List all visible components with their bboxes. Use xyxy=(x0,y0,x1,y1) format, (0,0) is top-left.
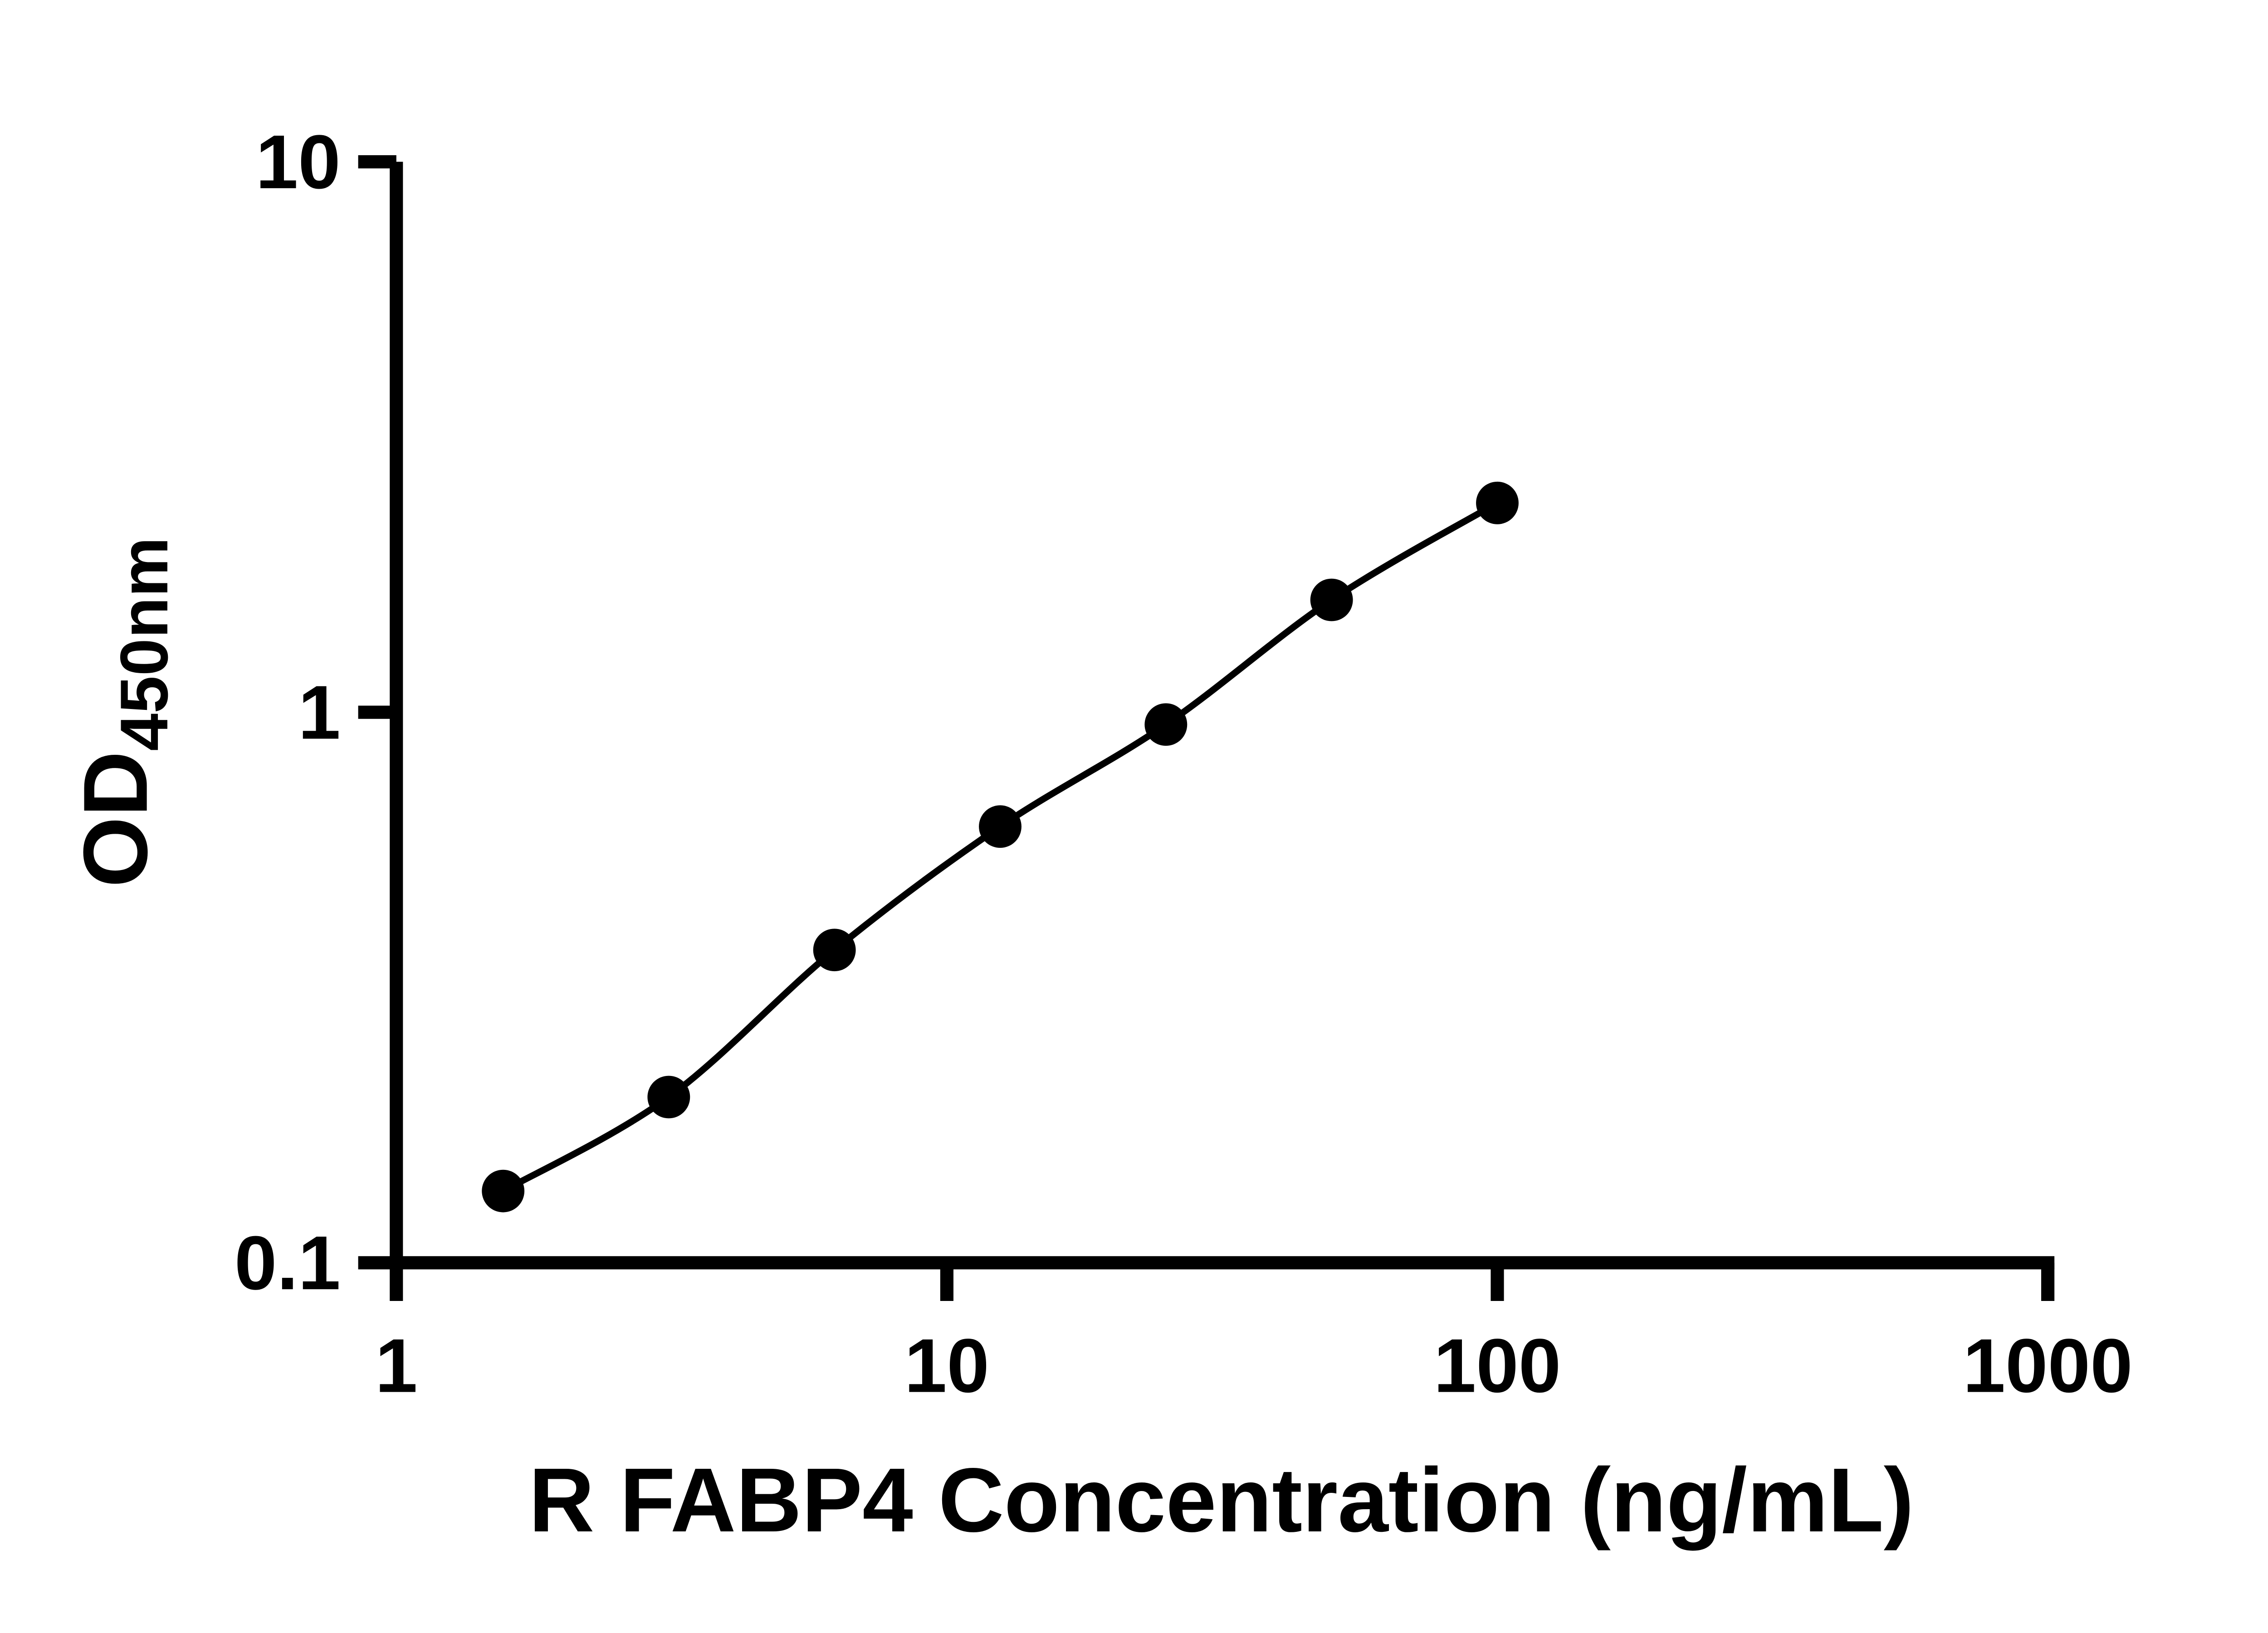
y-axis-title: OD450nm xyxy=(64,537,182,888)
data-point xyxy=(1144,703,1188,746)
y-axis-title-subscript: 450nm xyxy=(106,537,182,751)
y-tick-label: 1 xyxy=(298,670,341,755)
x-tick-label: 10 xyxy=(904,1323,989,1408)
data-series-group xyxy=(482,481,1519,1213)
y-tick-label: 0.1 xyxy=(235,1220,341,1305)
axes-group xyxy=(390,161,2055,1270)
data-point xyxy=(979,805,1022,848)
ticks-group xyxy=(358,155,2055,1301)
data-point xyxy=(1476,481,1519,524)
x-tick-label: 100 xyxy=(1434,1323,1561,1408)
x-tick-label: 1000 xyxy=(1963,1323,2132,1408)
y-tick-label: 10 xyxy=(256,119,341,205)
x-tick-label: 1 xyxy=(375,1323,418,1408)
x-axis-title: R FABP4 Concentration (ng/mL) xyxy=(529,1449,1914,1551)
tick-labels-group: 1 10 100 1000 0.1 1 10 xyxy=(235,119,2133,1408)
data-point xyxy=(647,1076,690,1119)
y-axis-title-main: OD xyxy=(64,751,166,888)
data-point xyxy=(1310,578,1353,621)
svg-text:OD450nm: OD450nm xyxy=(64,537,182,888)
data-point xyxy=(482,1169,525,1213)
data-point xyxy=(813,929,856,972)
